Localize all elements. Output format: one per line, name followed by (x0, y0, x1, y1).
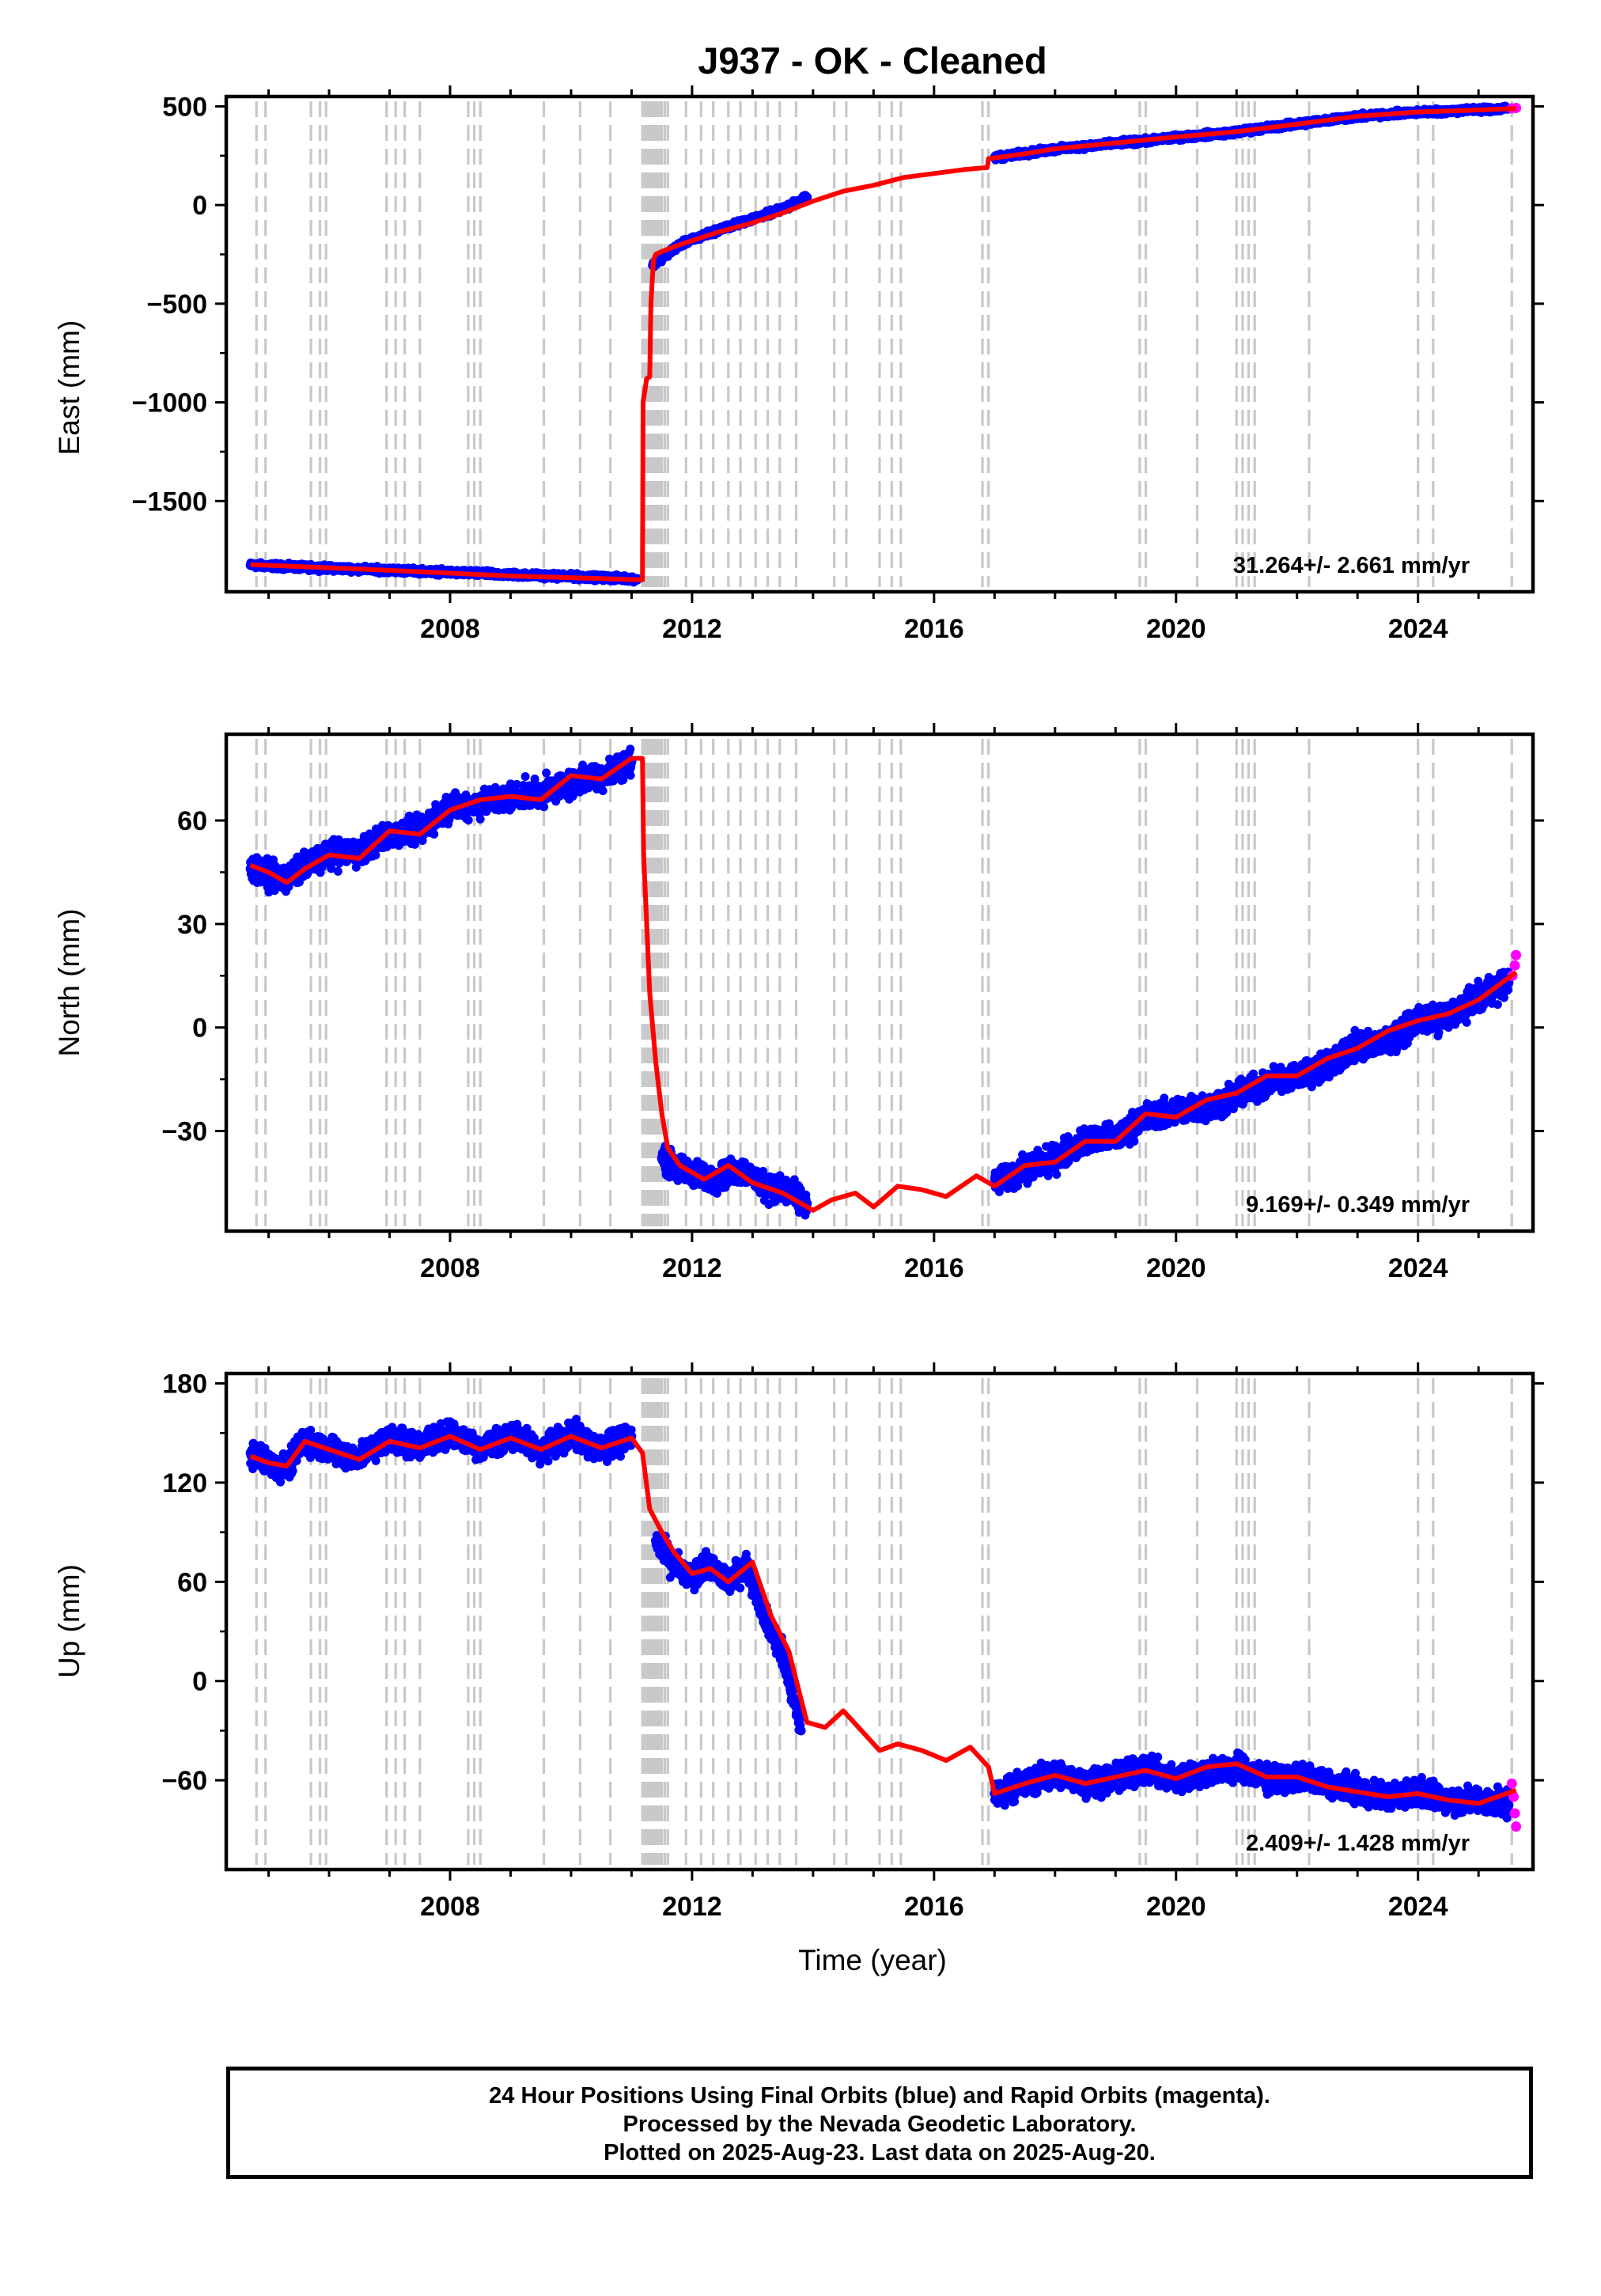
data-layer (245, 744, 1522, 1220)
x-tick-label: 2024 (1388, 614, 1448, 644)
data-layer (245, 101, 1522, 587)
final-orbit-point (371, 851, 380, 860)
final-orbit-point (430, 829, 439, 839)
y-tick-label: 0 (192, 191, 207, 221)
panels: 500 0 −500 −1000 −1500 2008 2012 2016 2020 2024 Ea… (53, 85, 1544, 1922)
y-tick-label: −1000 (132, 388, 208, 419)
final-orbit-anchor (802, 192, 812, 203)
x-tick-label: 2008 (420, 614, 480, 644)
panel-east: 500 0 −500 −1000 −1500 2008 2012 2016 2020 2024 Ea… (53, 85, 1544, 644)
final-orbit-point (333, 866, 343, 876)
y-tick-label: −500 (146, 290, 207, 320)
x-tick-label: 2016 (904, 614, 964, 644)
x-tick-label: 2012 (662, 614, 722, 644)
rate-annotation: 31.264+/- 2.661 mm/yr (1233, 553, 1470, 578)
y-tick-label: −1500 (132, 487, 208, 517)
plot-frame (224, 94, 1535, 594)
chart-title: J937 - OK - Cleaned (698, 40, 1047, 81)
model-fit-line (250, 106, 1516, 582)
x-tick-label: 2020 (1146, 614, 1206, 644)
y-tick-label: 500 (162, 92, 207, 122)
equipment-change-lines (255, 101, 1513, 587)
y-axis-title: East (mm) (53, 320, 85, 456)
